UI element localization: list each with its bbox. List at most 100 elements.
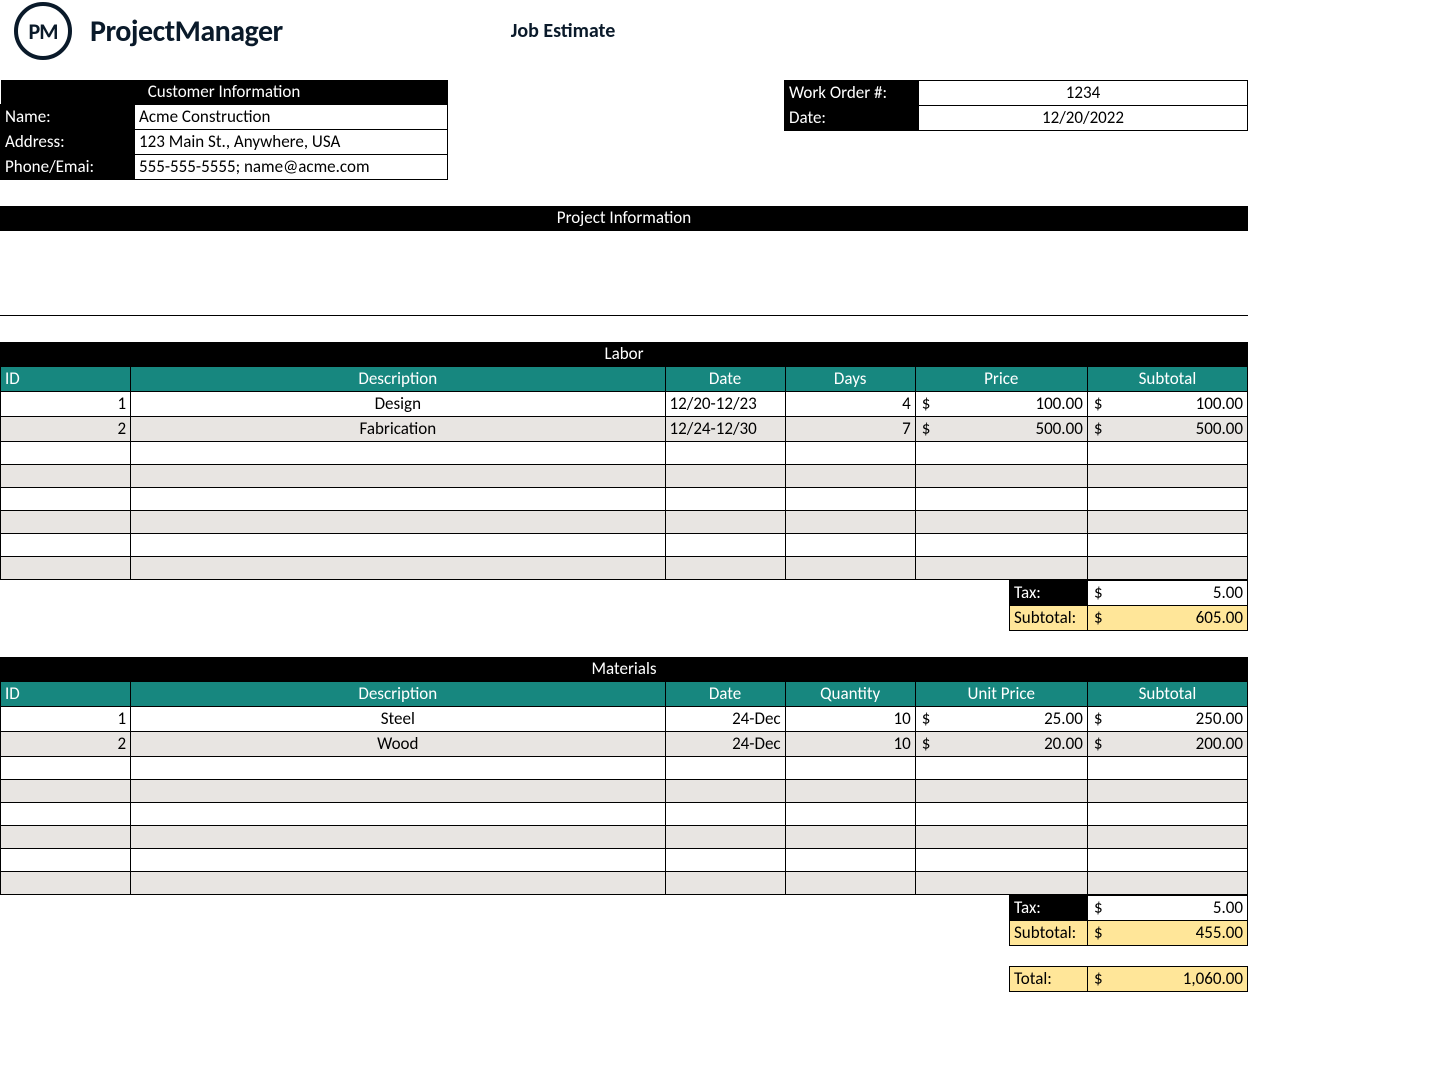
cell-id[interactable] (1, 557, 131, 580)
cell-date[interactable]: 12/24-12/30 (665, 417, 785, 442)
customer-address-value[interactable]: 123 Main St., Anywhere, USA (135, 130, 448, 155)
cell-date[interactable] (665, 488, 785, 511)
cell-price[interactable] (915, 803, 1087, 826)
cell-date[interactable]: 24-Dec (665, 707, 785, 732)
cell-description[interactable] (131, 803, 665, 826)
cell-subtotal[interactable] (1087, 534, 1247, 557)
table-row[interactable] (1, 757, 1248, 780)
table-row[interactable] (1, 780, 1248, 803)
cell-description[interactable]: Steel (131, 707, 665, 732)
cell-qty[interactable]: 7 (785, 417, 915, 442)
cell-qty[interactable] (785, 872, 915, 895)
cell-date[interactable] (665, 780, 785, 803)
cell-description[interactable]: Wood (131, 732, 665, 757)
table-row[interactable] (1, 849, 1248, 872)
cell-subtotal[interactable] (1087, 849, 1247, 872)
cell-qty[interactable] (785, 849, 915, 872)
customer-name-value[interactable]: Acme Construction (135, 105, 448, 130)
cell-subtotal[interactable]: $100.00 (1087, 392, 1247, 417)
cell-subtotal[interactable]: $250.00 (1087, 707, 1247, 732)
cell-id[interactable] (1, 442, 131, 465)
table-row[interactable] (1, 488, 1248, 511)
cell-description[interactable] (131, 780, 665, 803)
cell-qty[interactable]: 4 (785, 392, 915, 417)
cell-qty[interactable] (785, 442, 915, 465)
cell-id[interactable] (1, 511, 131, 534)
table-row[interactable] (1, 465, 1248, 488)
cell-price[interactable] (915, 872, 1087, 895)
cell-subtotal[interactable] (1087, 757, 1247, 780)
cell-description[interactable] (131, 557, 665, 580)
cell-subtotal[interactable] (1087, 511, 1247, 534)
cell-id[interactable] (1, 488, 131, 511)
cell-subtotal[interactable] (1087, 465, 1247, 488)
cell-description[interactable]: Fabrication (131, 417, 665, 442)
cell-price[interactable] (915, 442, 1087, 465)
cell-description[interactable] (131, 534, 665, 557)
cell-price[interactable]: $20.00 (915, 732, 1087, 757)
table-row[interactable] (1, 534, 1248, 557)
cell-subtotal[interactable] (1087, 872, 1247, 895)
cell-date[interactable] (665, 511, 785, 534)
cell-subtotal[interactable] (1087, 826, 1247, 849)
cell-qty[interactable] (785, 534, 915, 557)
table-row[interactable] (1, 511, 1248, 534)
cell-qty[interactable] (785, 757, 915, 780)
cell-date[interactable] (665, 534, 785, 557)
table-row[interactable] (1, 442, 1248, 465)
order-date-value[interactable]: 12/20/2022 (919, 106, 1248, 131)
cell-date[interactable] (665, 872, 785, 895)
cell-subtotal[interactable] (1087, 442, 1247, 465)
cell-id[interactable] (1, 465, 131, 488)
cell-id[interactable]: 1 (1, 392, 131, 417)
cell-qty[interactable] (785, 511, 915, 534)
cell-qty[interactable] (785, 803, 915, 826)
cell-price[interactable] (915, 757, 1087, 780)
cell-subtotal[interactable] (1087, 488, 1247, 511)
labor-tax-value[interactable]: $5.00 (1088, 581, 1248, 606)
cell-price[interactable] (915, 511, 1087, 534)
table-row[interactable] (1, 872, 1248, 895)
cell-description[interactable] (131, 872, 665, 895)
work-order-value[interactable]: 1234 (919, 81, 1248, 106)
cell-date[interactable]: 24-Dec (665, 732, 785, 757)
cell-id[interactable] (1, 803, 131, 826)
table-row[interactable]: 1Steel24-Dec10$25.00$250.00 (1, 707, 1248, 732)
cell-id[interactable]: 2 (1, 732, 131, 757)
cell-price[interactable] (915, 488, 1087, 511)
cell-date[interactable] (665, 803, 785, 826)
cell-subtotal[interactable] (1087, 557, 1247, 580)
cell-date[interactable] (665, 442, 785, 465)
cell-id[interactable]: 2 (1, 417, 131, 442)
cell-description[interactable] (131, 465, 665, 488)
customer-phone-value[interactable]: 555-555-5555; name@acme.com (135, 155, 448, 180)
cell-description[interactable] (131, 442, 665, 465)
cell-id[interactable]: 1 (1, 707, 131, 732)
cell-price[interactable] (915, 557, 1087, 580)
table-row[interactable] (1, 557, 1248, 580)
cell-price[interactable] (915, 780, 1087, 803)
cell-subtotal[interactable]: $200.00 (1087, 732, 1247, 757)
cell-id[interactable] (1, 780, 131, 803)
materials-tax-value[interactable]: $5.00 (1088, 896, 1248, 921)
cell-qty[interactable] (785, 465, 915, 488)
cell-qty[interactable]: 10 (785, 732, 915, 757)
cell-date[interactable] (665, 757, 785, 780)
cell-qty[interactable] (785, 557, 915, 580)
table-row[interactable]: 2Wood24-Dec10$20.00$200.00 (1, 732, 1248, 757)
cell-price[interactable] (915, 849, 1087, 872)
cell-date[interactable] (665, 557, 785, 580)
cell-price[interactable]: $500.00 (915, 417, 1087, 442)
cell-qty[interactable] (785, 826, 915, 849)
table-row[interactable]: 2Fabrication12/24-12/307$500.00$500.00 (1, 417, 1248, 442)
cell-qty[interactable] (785, 780, 915, 803)
table-row[interactable]: 1Design12/20-12/234$100.00$100.00 (1, 392, 1248, 417)
cell-description[interactable]: Design (131, 392, 665, 417)
cell-date[interactable] (665, 849, 785, 872)
table-row[interactable] (1, 803, 1248, 826)
cell-description[interactable] (131, 826, 665, 849)
cell-subtotal[interactable]: $500.00 (1087, 417, 1247, 442)
cell-description[interactable] (131, 488, 665, 511)
cell-id[interactable] (1, 872, 131, 895)
cell-date[interactable] (665, 465, 785, 488)
